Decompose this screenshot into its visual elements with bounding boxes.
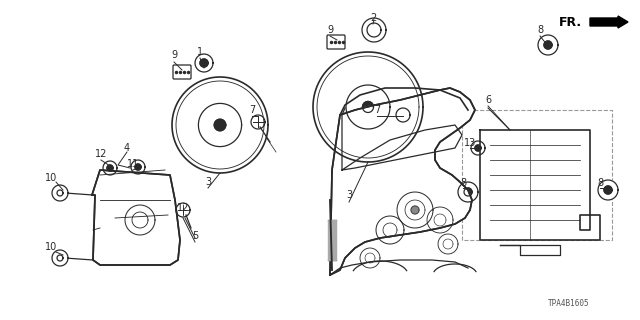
Polygon shape (464, 188, 472, 196)
Polygon shape (376, 216, 404, 244)
Polygon shape (131, 160, 145, 174)
Polygon shape (214, 119, 226, 131)
Polygon shape (135, 164, 141, 170)
Polygon shape (92, 170, 180, 265)
Text: FR.: FR. (559, 15, 582, 28)
Text: 2: 2 (370, 13, 376, 23)
Polygon shape (538, 35, 558, 55)
Text: 6: 6 (485, 95, 491, 105)
FancyBboxPatch shape (173, 65, 191, 79)
Text: 3: 3 (346, 190, 352, 200)
Polygon shape (52, 250, 68, 266)
Polygon shape (360, 248, 380, 268)
Polygon shape (604, 186, 612, 194)
Text: 13: 13 (464, 138, 476, 148)
Polygon shape (362, 18, 386, 42)
Text: 10: 10 (45, 173, 57, 183)
Text: 8: 8 (460, 178, 466, 188)
Text: 12: 12 (177, 203, 189, 213)
Text: 9: 9 (327, 25, 333, 35)
Polygon shape (125, 205, 155, 235)
Polygon shape (438, 234, 458, 254)
FancyArrow shape (590, 16, 628, 28)
Bar (328, 220, 336, 260)
Text: 9: 9 (171, 50, 177, 60)
Polygon shape (107, 165, 113, 171)
Polygon shape (458, 182, 478, 202)
Text: 1: 1 (197, 47, 203, 57)
Polygon shape (471, 141, 485, 155)
Text: 3: 3 (205, 177, 211, 187)
Text: 11: 11 (127, 159, 139, 169)
Polygon shape (397, 192, 433, 228)
Polygon shape (330, 88, 475, 275)
Text: TPA4B1605: TPA4B1605 (548, 299, 590, 308)
Text: 10: 10 (45, 242, 57, 252)
Polygon shape (52, 185, 68, 201)
Text: 8: 8 (597, 178, 603, 188)
Polygon shape (172, 77, 268, 173)
Text: 8: 8 (537, 25, 543, 35)
Polygon shape (544, 41, 552, 49)
Polygon shape (362, 101, 374, 113)
Text: 5: 5 (192, 231, 198, 241)
Text: 7: 7 (374, 105, 380, 115)
Polygon shape (103, 161, 117, 175)
Polygon shape (195, 54, 213, 72)
Polygon shape (176, 203, 190, 217)
Polygon shape (411, 206, 419, 214)
Text: 4: 4 (124, 143, 130, 153)
FancyBboxPatch shape (327, 35, 345, 49)
Text: 7: 7 (249, 105, 255, 115)
Polygon shape (475, 145, 481, 151)
Polygon shape (251, 115, 265, 129)
Polygon shape (598, 180, 618, 200)
Text: 12: 12 (95, 149, 107, 159)
Polygon shape (313, 52, 423, 162)
Polygon shape (396, 108, 410, 122)
Polygon shape (200, 59, 208, 67)
Polygon shape (427, 207, 453, 233)
